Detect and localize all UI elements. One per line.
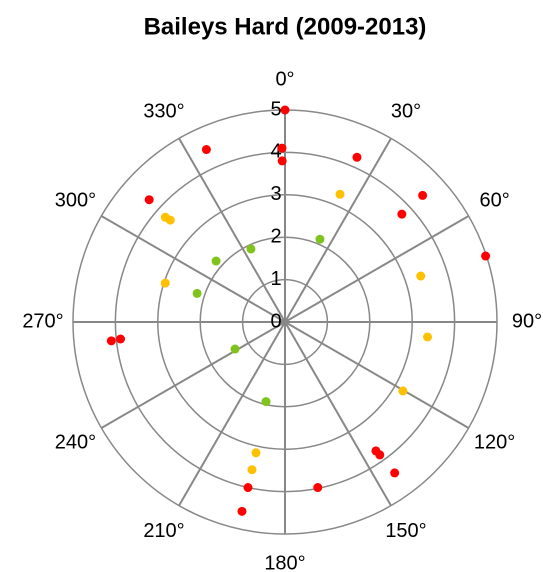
point <box>261 397 271 407</box>
angle-label: 90° <box>512 310 542 332</box>
point <box>397 209 407 219</box>
r-tick-label: 3 <box>270 183 281 205</box>
point <box>165 215 175 225</box>
spoke <box>284 137 392 323</box>
point <box>423 332 433 342</box>
chart-title: Baileys Hard (2009-2013) <box>144 13 427 40</box>
spoke <box>284 321 470 429</box>
spoke <box>178 321 286 507</box>
angle-label: 0° <box>275 68 294 90</box>
point <box>481 251 491 261</box>
spoke <box>284 321 392 507</box>
angle-label: 60° <box>479 189 509 211</box>
point <box>160 278 170 288</box>
angle-label: 180° <box>264 552 305 572</box>
angle-label: 150° <box>385 520 426 542</box>
point <box>418 190 428 200</box>
spoke <box>178 137 286 323</box>
point <box>230 344 240 354</box>
angle-label: 210° <box>143 520 184 542</box>
point <box>313 483 323 493</box>
spoke <box>100 321 286 429</box>
point <box>106 336 116 346</box>
point <box>390 468 400 478</box>
point <box>280 105 290 115</box>
point <box>116 334 126 344</box>
r-tick-label: 4 <box>270 141 281 163</box>
point <box>192 288 202 298</box>
spoke <box>100 215 286 323</box>
point <box>144 195 154 205</box>
angle-label: 270° <box>22 310 63 332</box>
point <box>315 234 325 244</box>
point <box>237 506 247 516</box>
spoke <box>284 215 470 323</box>
point <box>246 244 256 254</box>
point <box>211 256 221 266</box>
r-tick-label: 5 <box>270 98 281 120</box>
point <box>335 189 345 199</box>
r-tick-label: 2 <box>270 225 281 247</box>
point <box>247 465 257 475</box>
point <box>277 143 287 153</box>
angle-label: 330° <box>143 101 184 123</box>
angle-label: 240° <box>55 431 96 453</box>
point <box>352 152 362 162</box>
point <box>277 156 287 166</box>
point <box>375 450 385 460</box>
point <box>201 145 211 155</box>
angle-label: 300° <box>55 189 96 211</box>
r-tick-label: 0 <box>270 310 281 332</box>
point <box>251 448 261 458</box>
point <box>398 386 408 396</box>
point <box>243 483 253 493</box>
angle-label: 120° <box>474 431 515 453</box>
point <box>416 271 426 281</box>
angle-label: 30° <box>391 101 421 123</box>
r-tick-label: 1 <box>270 268 281 290</box>
